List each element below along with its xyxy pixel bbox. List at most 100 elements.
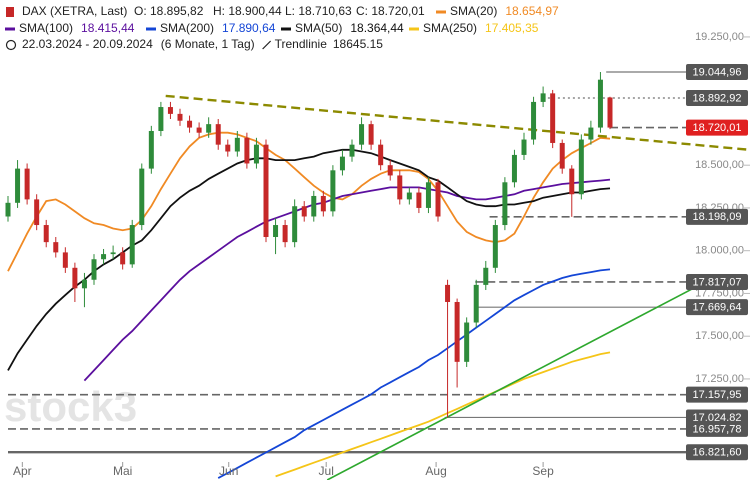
y-tick-label: 18.000,00 <box>695 245 744 257</box>
trendline <box>165 94 750 151</box>
candle-body <box>397 175 403 200</box>
candle-body <box>282 225 288 243</box>
moving-average <box>83 178 611 382</box>
level-label-box <box>686 89 748 106</box>
candle-body <box>101 254 107 260</box>
candle-body <box>196 127 202 133</box>
trendline-name: Trendlinie <box>275 37 328 51</box>
candle-body <box>435 182 441 217</box>
level-label: 17.817,07 <box>693 276 742 288</box>
candle-body <box>330 170 336 212</box>
moving-average <box>7 131 611 272</box>
instrument: DAX (XETRA, Last) <box>22 4 127 18</box>
x-tick-label: Jun <box>219 464 238 478</box>
candle-body <box>425 182 431 208</box>
level-label: 19.044,96 <box>693 66 742 78</box>
candle-body <box>15 168 21 203</box>
y-tick-label: 19.250,00 <box>695 31 744 43</box>
candle-body <box>234 137 240 152</box>
candle-body <box>531 101 537 140</box>
level-label: 18.198,09 <box>693 211 742 223</box>
legend-value: 17.890,64 <box>222 21 276 35</box>
y-tick-label: 18.500,00 <box>695 159 744 171</box>
candle-body <box>253 144 259 164</box>
candle-body <box>588 127 594 140</box>
legend-name: SMA(100) <box>19 21 73 35</box>
candle-body <box>215 124 221 145</box>
legend-name: SMA(200) <box>160 21 214 35</box>
x-tick-label: Jul <box>319 464 334 478</box>
candle-body <box>483 267 489 285</box>
level-label: 17.157,95 <box>693 389 742 401</box>
legend-value: 18.364,44 <box>350 21 404 35</box>
y-tick-label: 17.500,00 <box>695 330 744 342</box>
candle-body <box>129 225 135 265</box>
candle-body <box>464 322 470 362</box>
x-tick-label: Mai <box>113 464 132 478</box>
candle-body <box>167 107 173 114</box>
candle-body <box>34 199 40 226</box>
candle-body <box>607 97 613 128</box>
candle-body <box>569 168 575 195</box>
candle-body <box>206 124 212 133</box>
legend-value: 18.654,97 <box>505 4 559 18</box>
candle-body <box>72 267 78 289</box>
level-label-box <box>686 386 748 403</box>
candle-body <box>263 144 269 238</box>
level-label: 16.957,78 <box>693 423 742 435</box>
period-icon <box>5 39 17 51</box>
level-label-box <box>686 299 748 316</box>
level-label-box <box>686 420 748 437</box>
candle-body <box>540 93 546 102</box>
candle-body <box>339 156 345 171</box>
candle-body <box>311 195 317 217</box>
level-label: 17.669,64 <box>693 302 742 314</box>
level-label: 17.024,82 <box>693 412 742 424</box>
moving-average <box>7 148 611 371</box>
candle-body <box>359 124 365 145</box>
level-label-box <box>686 444 748 461</box>
legend-name: SMA(50) <box>295 21 342 35</box>
candle-body <box>445 284 451 302</box>
x-tick-label: Apr <box>13 464 32 478</box>
level-label-box <box>686 119 748 136</box>
candle-body <box>387 165 393 176</box>
candle-body <box>597 79 603 128</box>
candle-body <box>187 120 193 128</box>
candle-body <box>301 206 307 217</box>
period: 22.03.2024 - 20.09.2024 <box>22 37 153 51</box>
candle-body <box>368 124 374 145</box>
level-label: 16.821,60 <box>693 447 742 459</box>
candle-body <box>177 113 183 121</box>
candle-body <box>158 107 164 131</box>
candle-body <box>139 168 145 226</box>
candle-body <box>292 206 298 243</box>
candle-body <box>406 192 412 200</box>
candle-body <box>521 139 527 155</box>
legend-name: SMA(20) <box>450 4 497 18</box>
candle-body <box>550 93 556 143</box>
ohlc-label: C: 18.720,01 <box>356 4 425 18</box>
candle-body <box>273 225 279 238</box>
ohlc-label: L: 18.710,63 <box>285 4 352 18</box>
level-label: 18.892,92 <box>693 92 742 104</box>
level-label-box <box>686 63 748 80</box>
candle-body <box>225 144 231 152</box>
candle-body <box>378 144 384 166</box>
y-tick-label: 17.750,00 <box>695 287 744 299</box>
candle-body <box>511 154 517 183</box>
moving-average <box>217 268 611 479</box>
candle-body <box>53 242 59 253</box>
legend-name: SMA(250) <box>423 21 477 35</box>
candle-body <box>244 137 250 164</box>
legend-value: 17.405,35 <box>485 21 539 35</box>
candle-body <box>416 192 422 208</box>
level-label-box <box>686 208 748 225</box>
candle-body <box>473 284 479 323</box>
x-tick-label: Sep <box>532 464 554 478</box>
candle-body <box>62 252 68 268</box>
legend-value: 18.415,44 <box>81 21 135 35</box>
instrument-icon <box>6 7 14 17</box>
candle-body <box>559 142 565 169</box>
y-tick-label: 17.250,00 <box>695 373 744 385</box>
